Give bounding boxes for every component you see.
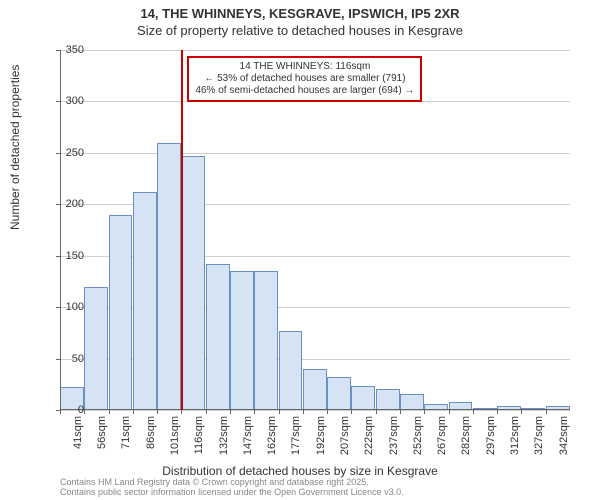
title-subtitle: Size of property relative to detached ho… <box>0 21 600 38</box>
x-tick-label: 312sqm <box>509 416 521 456</box>
histogram-bar <box>133 192 157 410</box>
title-address: 14, THE WHINNEYS, KESGRAVE, IPSWICH, IP5… <box>0 0 600 21</box>
grid-line <box>60 410 570 411</box>
x-tick-label: 282sqm <box>460 416 472 456</box>
grid-line <box>60 50 570 51</box>
histogram-bar <box>206 264 230 410</box>
x-tick-label: 147sqm <box>242 416 254 456</box>
y-tick-label: 100 <box>66 301 84 313</box>
y-tick-label: 300 <box>66 95 84 107</box>
annotation-larger: 46% of semi-detached houses are larger (… <box>195 85 414 97</box>
y-tick-label: 50 <box>72 353 84 365</box>
property-marker-line <box>181 50 183 410</box>
histogram-bar <box>157 143 181 410</box>
histogram-bar <box>327 377 351 410</box>
x-tick-label: 207sqm <box>339 416 351 456</box>
x-tick-label: 86sqm <box>145 416 157 456</box>
plot-area: 14 THE WHINNEYS: 116sqm← 53% of detached… <box>60 50 570 410</box>
histogram-bar <box>303 369 327 410</box>
x-tick-label: 41sqm <box>72 416 84 456</box>
x-tick-label: 192sqm <box>315 416 327 456</box>
annotation-title: 14 THE WHINNEYS: 116sqm <box>195 61 414 73</box>
x-tick-label: 132sqm <box>218 416 230 456</box>
x-tick-label: 237sqm <box>388 416 400 456</box>
y-axis-label: Number of detached properties <box>8 65 22 230</box>
histogram-bar <box>230 271 254 410</box>
x-tick-label: 222sqm <box>363 416 375 456</box>
y-tick-label: 0 <box>78 404 84 416</box>
footer-line2: Contains public sector information licen… <box>60 488 404 498</box>
histogram-bar <box>84 287 108 410</box>
y-tick-label: 200 <box>66 198 84 210</box>
histogram-bar <box>351 386 375 410</box>
y-tick-label: 150 <box>66 250 84 262</box>
histogram-bar <box>109 215 133 410</box>
footer-attribution: Contains HM Land Registry data © Crown c… <box>60 478 404 498</box>
x-tick-label: 56sqm <box>96 416 108 456</box>
x-tick-label: 71sqm <box>120 416 132 456</box>
x-tick-label: 101sqm <box>169 416 181 456</box>
histogram-bar <box>400 394 424 410</box>
x-tick-label: 342sqm <box>558 416 570 456</box>
y-tick-label: 250 <box>66 147 84 159</box>
x-tick-label: 162sqm <box>266 416 278 456</box>
x-tick-label: 297sqm <box>485 416 497 456</box>
grid-line <box>60 153 570 154</box>
annotation-box: 14 THE WHINNEYS: 116sqm← 53% of detached… <box>187 56 422 102</box>
y-tick-label: 350 <box>66 44 84 56</box>
x-tick-label: 116sqm <box>193 416 205 456</box>
histogram-bar <box>254 271 278 410</box>
x-tick-label: 267sqm <box>436 416 448 456</box>
x-tick-label: 252sqm <box>412 416 424 456</box>
histogram-bar <box>279 331 303 410</box>
chart-container: 14, THE WHINNEYS, KESGRAVE, IPSWICH, IP5… <box>0 0 600 500</box>
x-tick-label: 327sqm <box>533 416 545 456</box>
annotation-smaller: ← 53% of detached houses are smaller (79… <box>195 73 414 85</box>
x-axis-label: Distribution of detached houses by size … <box>0 464 600 478</box>
histogram-bar <box>376 389 400 410</box>
x-tick-label: 177sqm <box>290 416 302 456</box>
histogram-bar <box>181 156 205 410</box>
